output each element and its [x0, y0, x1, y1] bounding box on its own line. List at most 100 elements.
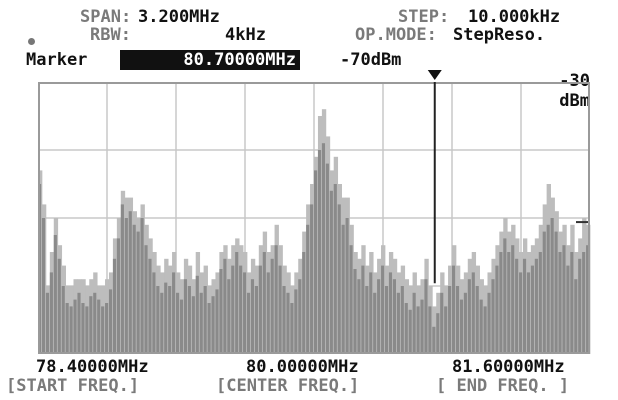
spectrum-bar	[97, 299, 101, 354]
spectrum-bar	[420, 299, 424, 354]
spectrum-bar	[384, 286, 389, 354]
spectrum-bar	[408, 309, 412, 354]
spectrum-bar	[396, 292, 400, 354]
spectrum-bar	[49, 272, 53, 354]
spectrum-bar	[345, 218, 349, 354]
step-label: STEP:	[398, 7, 450, 27]
spectrum-bar	[160, 292, 164, 354]
spectrum-bar	[321, 143, 326, 354]
spectrum-bar	[562, 245, 566, 354]
spectrum-bar	[349, 245, 353, 354]
spectrum-bar	[388, 272, 393, 354]
reference-level: -30	[559, 71, 590, 91]
spectrum-bar	[586, 245, 590, 354]
spectrum-bar	[120, 204, 124, 354]
spectrum-bar	[231, 265, 235, 354]
spectrum-bar	[436, 313, 440, 354]
spectrum-bar	[81, 303, 85, 354]
spectrum-bar	[444, 306, 448, 354]
spectrum-bar	[515, 258, 519, 354]
spectrum-bar	[519, 272, 523, 354]
spectrum-bar	[290, 303, 294, 354]
spectrum-bar	[365, 286, 369, 354]
spectrum-bar	[499, 252, 503, 354]
step-value: 10.000kHz	[468, 7, 561, 27]
end-frequency: 81.60000MHz	[452, 357, 565, 377]
spectrum-bar	[392, 279, 396, 354]
spectrum-bar	[274, 245, 278, 354]
spectrum-bar	[302, 252, 306, 354]
spectrum-bar	[463, 292, 467, 354]
spectrum-bar	[105, 303, 109, 354]
spectrum-bar	[507, 252, 511, 354]
reference-unit: dBm	[559, 91, 590, 111]
spectrum-bar	[298, 279, 302, 354]
spectrum-bar	[381, 265, 385, 354]
span-label: SPAN:	[80, 7, 132, 27]
spectrum-bar	[101, 306, 105, 354]
spectrum-plot[interactable]	[38, 70, 591, 354]
spectrum-bar	[329, 190, 333, 354]
center-freq-key[interactable]: [CENTER FREQ.]	[216, 376, 360, 396]
spectrum-bar	[187, 286, 191, 354]
spectrum-bar	[455, 286, 460, 354]
marker-triangle-icon[interactable]	[427, 70, 442, 80]
spectrum-bar	[412, 292, 416, 354]
spectrum-bar	[148, 258, 152, 354]
end-freq-key[interactable]: [ END FREQ. ]	[436, 376, 570, 396]
status-indicator-dot	[28, 38, 35, 45]
spectrum-bar	[195, 275, 199, 354]
spectrum-bar	[526, 272, 531, 354]
spectrum-bar	[235, 252, 239, 354]
start-freq-key[interactable]: [START FREQ.]	[6, 376, 140, 396]
rbw-value: 4kHz	[225, 25, 266, 45]
spectrum-bar	[112, 258, 117, 354]
spectrum-bar	[258, 265, 262, 354]
spectrum-bar	[156, 286, 160, 354]
spectrum-bar	[270, 258, 274, 354]
spectrum-bar	[191, 296, 195, 354]
spectrum-bar	[250, 279, 255, 354]
marker-frequency-field[interactable]: 80.70000MHz	[120, 50, 300, 70]
spectrum-bar	[168, 286, 172, 354]
spectrum-bar	[57, 258, 61, 354]
spectrum-bar	[511, 245, 515, 354]
marker-label: Marker	[26, 50, 88, 70]
spectrum-bar	[377, 279, 381, 354]
spectrum-bar	[495, 265, 499, 354]
spectrum-bar	[487, 292, 491, 354]
spectrum-bar	[578, 258, 582, 354]
spectrum-bar	[144, 245, 148, 354]
spectrum-bar	[333, 184, 337, 354]
spectrum-bar	[452, 265, 456, 354]
opmode-value: StepReso.	[453, 25, 546, 45]
spectrum-bar	[424, 279, 428, 354]
spectrum-bar	[69, 306, 73, 354]
spectrum-bar	[132, 224, 136, 354]
spectrum-bar	[369, 272, 373, 354]
spectrum-bar	[93, 292, 97, 354]
spectrum-bar	[448, 286, 452, 354]
spectrum-bar	[550, 218, 554, 354]
spectrum-bar	[262, 252, 266, 354]
spectrum-bar	[128, 211, 132, 354]
spectrum-bar	[152, 272, 156, 354]
spectrum-bar	[124, 218, 128, 354]
opmode-label: OP.MODE:	[355, 25, 437, 45]
spectrum-bar	[353, 269, 357, 354]
spectrum-bar	[65, 303, 69, 354]
spectrum-bar	[325, 163, 329, 354]
spectrum-bar	[503, 238, 507, 354]
spectrum-bar	[73, 299, 77, 354]
spectrum-bar	[254, 286, 258, 354]
spectrum-bar	[207, 303, 211, 354]
spectrum-bar	[416, 306, 420, 354]
spectrum-bar	[400, 286, 404, 354]
spectrum-bar	[89, 296, 93, 354]
spectrum-bar	[566, 265, 570, 354]
spectrum-bar	[227, 279, 231, 354]
spectrum-bar	[440, 292, 444, 354]
spectrum-bar	[53, 235, 57, 354]
spectrum-bar	[294, 289, 298, 354]
spectrum-bar	[140, 218, 144, 354]
